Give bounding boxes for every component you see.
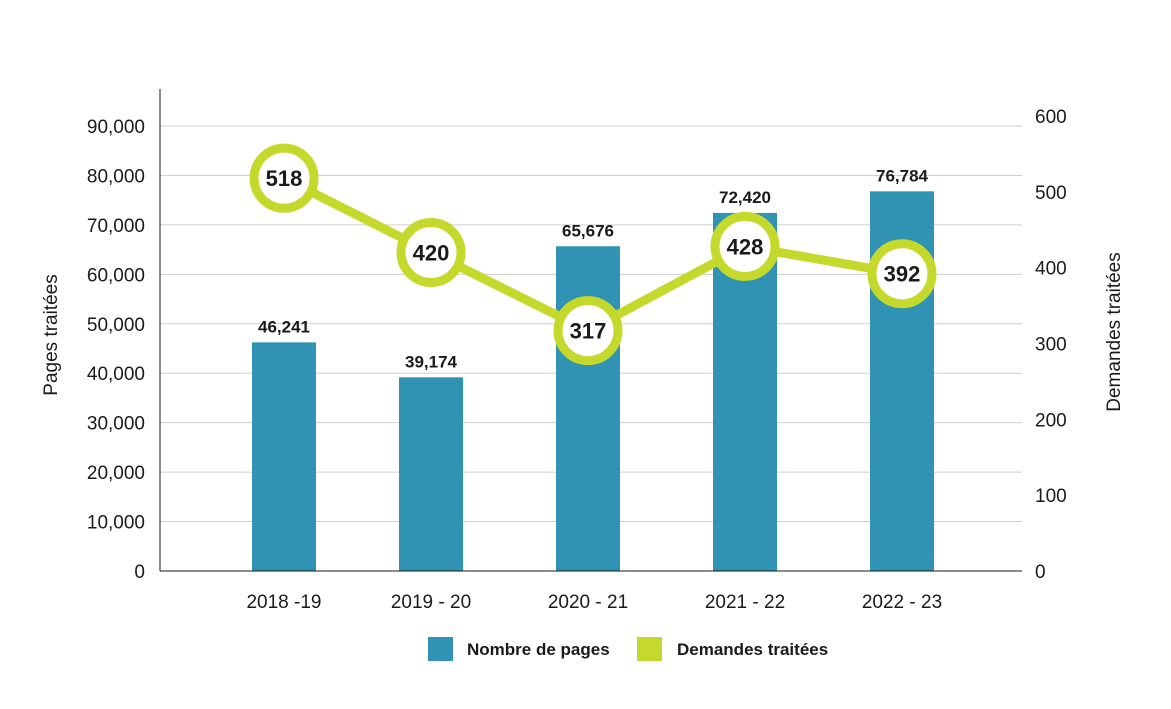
bar-value-labels: 46,241 39,174 65,676 72,420 76,784 [258,166,929,371]
y-left-axis-title: Pages traitées [41,274,62,395]
y-left-tick-label: 80,000 [87,166,145,187]
x-tick-label: 2018 -19 [246,592,321,613]
y-left-tick-label: 60,000 [87,265,145,286]
y-left-tick-label: 40,000 [87,364,145,385]
y-left-tick-label: 10,000 [87,513,145,534]
bar-value-label: 72,420 [719,188,771,207]
y-right-tick-label: 200 [1035,410,1067,431]
bar-value-label: 76,784 [876,166,929,185]
x-tick-label: 2021 - 22 [705,592,785,613]
y-right-tick-label: 600 [1035,107,1067,128]
y-right-tick-label: 0 [1035,562,1046,583]
line-point [553,296,623,366]
line-point [867,239,937,309]
legend-swatch-demandes [637,637,662,661]
y-left-tick-label: 70,000 [87,216,145,237]
y-right-ticks: 0 100 200 300 400 500 600 [1035,107,1067,583]
y-right-tick-label: 400 [1035,259,1067,280]
line-point [396,218,466,287]
bar [252,342,316,571]
bar-value-label: 39,174 [405,352,458,371]
y-left-ticks: 0 10,000 20,000 30,000 40,000 50,000 60,000 70,… [87,117,145,583]
x-tick-label: 2019 - 20 [391,592,471,613]
y-right-tick-label: 500 [1035,183,1067,204]
bar [399,377,463,571]
line-point-label: 420 [413,241,450,266]
line-point [249,143,319,213]
y-right-axis-title: Demandes traitées [1104,252,1125,411]
x-tick-label: 2020 - 21 [548,592,628,613]
line-point-label: 428 [727,234,764,259]
line-series: 518 420 317 428 392 [249,143,937,366]
line-point-label: 392 [884,262,921,287]
legend: Nombre de pages Demandes traitées [428,637,828,661]
x-tick-label: 2022 - 23 [862,592,942,613]
bar-series [252,191,934,572]
bar-value-label: 65,676 [562,221,614,240]
axes [159,89,1022,572]
y-left-tick-label: 50,000 [87,315,145,336]
legend-label-demandes: Demandes traitées [677,640,828,659]
legend-label-pages: Nombre de pages [467,640,610,659]
y-right-tick-label: 100 [1035,486,1067,507]
x-ticks: 2018 -19 2019 - 20 2020 - 21 2021 - 22 2022 … [246,592,942,613]
y-left-tick-label: 0 [134,562,145,583]
bar-value-label: 46,241 [258,317,310,336]
y-left-tick-label: 20,000 [87,463,145,484]
y-left-tick-label: 30,000 [87,414,145,435]
y-left-tick-label: 90,000 [87,117,145,138]
line-point-label: 518 [266,166,303,191]
line-point [710,211,780,281]
legend-swatch-pages [428,637,453,661]
bar [556,246,620,571]
y-right-tick-label: 300 [1035,335,1067,356]
line-point-label: 317 [570,319,607,344]
